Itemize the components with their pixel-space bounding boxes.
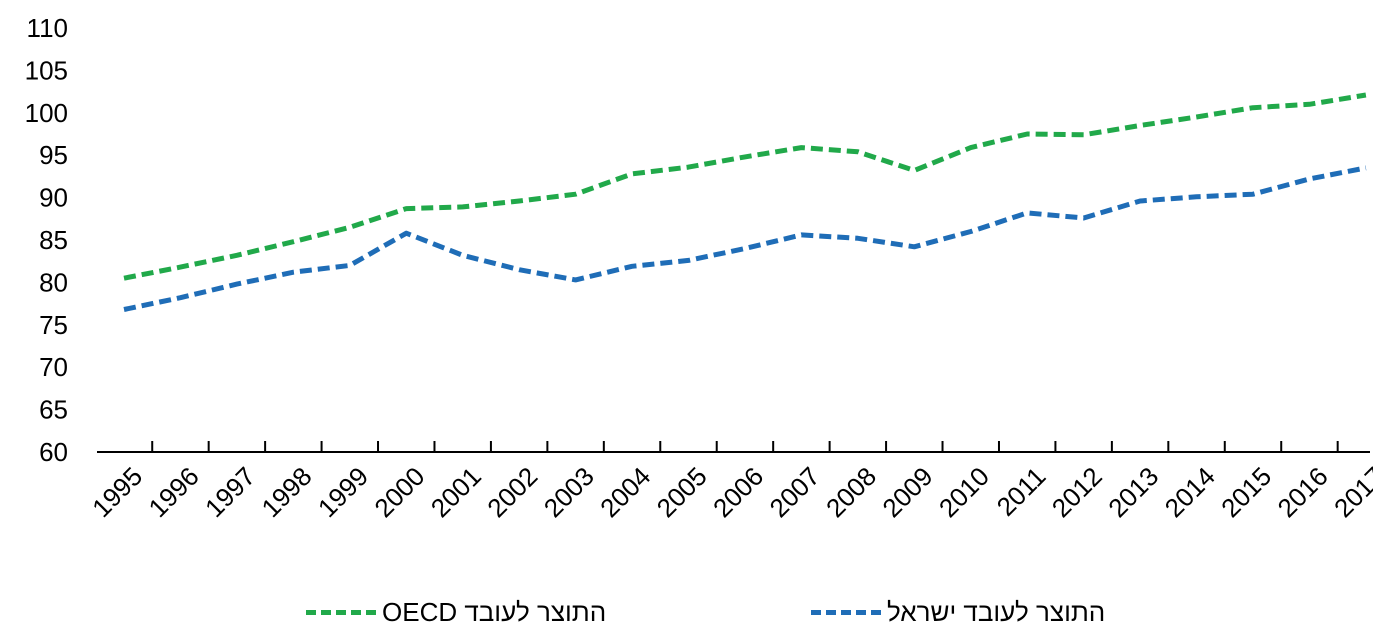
- series-line-israel: [123, 165, 1367, 312]
- y-tick-label-90: 90: [39, 183, 68, 213]
- x-tick-label-2001: 2001: [425, 461, 487, 523]
- x-tick-label-1998: 1998: [255, 461, 317, 523]
- x-tick-label-2009: 2009: [876, 461, 938, 523]
- x-tick-label-2011: 2011: [991, 461, 1052, 522]
- x-tick-label-2016: 2016: [1272, 461, 1334, 523]
- y-tick-label-100: 100: [25, 98, 68, 128]
- legend-israel-swatch: [811, 609, 881, 615]
- y-axis-tick-labels: 60 65 70 75 80 85 90 95 100 105 110: [25, 13, 68, 467]
- x-tick-label-2005: 2005: [651, 461, 713, 523]
- x-tick-label-2017: 2017: [1328, 461, 1373, 523]
- x-tick-label-1996: 1996: [143, 461, 205, 523]
- y-tick-label-75: 75: [39, 310, 68, 340]
- x-tick-label-2002: 2002: [481, 461, 543, 523]
- x-tick-label-2007: 2007: [764, 461, 826, 523]
- x-tick-label-1995: 1995: [86, 461, 148, 523]
- y-tick-label-105: 105: [25, 55, 68, 85]
- x-tick-label-2003: 2003: [538, 461, 600, 523]
- x-tick-label-2012: 2012: [1046, 461, 1108, 523]
- x-tick-label-2000: 2000: [368, 461, 430, 523]
- y-tick-label-95: 95: [39, 140, 68, 170]
- series-lines: [123, 92, 1367, 312]
- y-tick-label-70: 70: [39, 352, 68, 382]
- series-line-oecd: [123, 92, 1367, 281]
- x-tick-label-1999: 1999: [312, 461, 374, 523]
- x-axis-tick-marks: [151, 441, 1339, 452]
- legend-oecd-swatch: [306, 609, 376, 615]
- legend-oecd: התוצר לעובד OECD: [300, 592, 606, 632]
- legend-oecd-label: התוצר לעובד OECD: [382, 596, 607, 627]
- x-axis-tick-labels: 1995199619971998199920002001200220032004…: [86, 461, 1373, 523]
- x-tick-label-2008: 2008: [820, 461, 882, 523]
- legend-israel: התוצר לעובד ישראל: [805, 592, 1105, 632]
- x-tick-label-2014: 2014: [1159, 461, 1221, 523]
- x-tick-label-2006: 2006: [707, 461, 769, 523]
- y-tick-label-110: 110: [27, 13, 68, 43]
- y-tick-label-65: 65: [39, 395, 68, 425]
- x-tick-label-1997: 1997: [199, 461, 261, 523]
- y-tick-label-85: 85: [39, 225, 68, 255]
- x-tick-label-2004: 2004: [594, 461, 656, 523]
- y-tick-label-80: 80: [39, 267, 68, 297]
- legend-israel-label: התוצר לעובד ישראל: [887, 596, 1106, 627]
- y-tick-label-60: 60: [39, 437, 68, 467]
- x-tick-label-2013: 2013: [1102, 461, 1164, 523]
- x-tick-label-2015: 2015: [1215, 461, 1277, 523]
- x-tick-label-2010: 2010: [933, 461, 995, 523]
